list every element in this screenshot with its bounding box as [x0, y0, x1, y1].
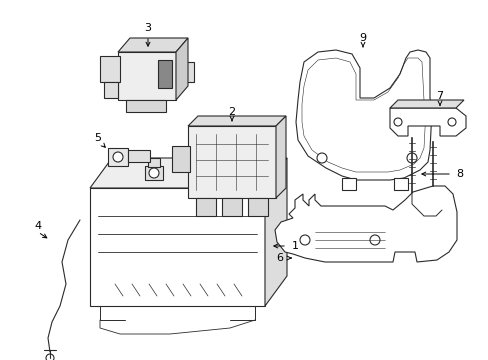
Polygon shape [187, 116, 285, 126]
Circle shape [369, 235, 379, 245]
Circle shape [406, 153, 416, 163]
Polygon shape [274, 186, 456, 262]
Circle shape [316, 153, 326, 163]
Polygon shape [118, 38, 187, 52]
Polygon shape [176, 38, 187, 100]
Circle shape [393, 118, 401, 126]
Bar [176, 62, 194, 82]
Circle shape [46, 354, 54, 360]
Bar [104, 82, 118, 98]
Polygon shape [295, 50, 431, 180]
Bar [158, 60, 172, 88]
Text: 1: 1 [291, 241, 298, 251]
Bar [118, 52, 176, 100]
Text: 2: 2 [228, 107, 235, 117]
Bar [209, 166, 224, 180]
Circle shape [299, 235, 309, 245]
Text: 5: 5 [94, 133, 102, 143]
Bar [108, 148, 128, 166]
Text: 3: 3 [144, 23, 151, 33]
Bar [145, 166, 163, 180]
Circle shape [149, 168, 159, 178]
Bar [222, 198, 242, 216]
Bar [128, 150, 150, 162]
Bar [393, 178, 407, 190]
Bar [212, 158, 222, 167]
Bar [187, 126, 275, 198]
Bar [247, 198, 267, 216]
Text: 7: 7 [436, 91, 443, 101]
Bar [148, 158, 160, 167]
Polygon shape [389, 108, 465, 136]
Bar [341, 178, 355, 190]
Text: 8: 8 [455, 169, 463, 179]
Bar [196, 198, 216, 216]
Bar [172, 146, 190, 172]
Text: 6: 6 [276, 253, 283, 263]
Polygon shape [90, 158, 286, 188]
Polygon shape [275, 116, 285, 198]
Circle shape [447, 118, 455, 126]
Bar [90, 188, 264, 306]
Polygon shape [264, 158, 286, 306]
Polygon shape [389, 100, 463, 108]
Text: 4: 4 [34, 221, 41, 231]
Circle shape [113, 152, 123, 162]
Bar [100, 56, 120, 82]
Text: 9: 9 [359, 33, 366, 43]
Bar [126, 100, 165, 112]
